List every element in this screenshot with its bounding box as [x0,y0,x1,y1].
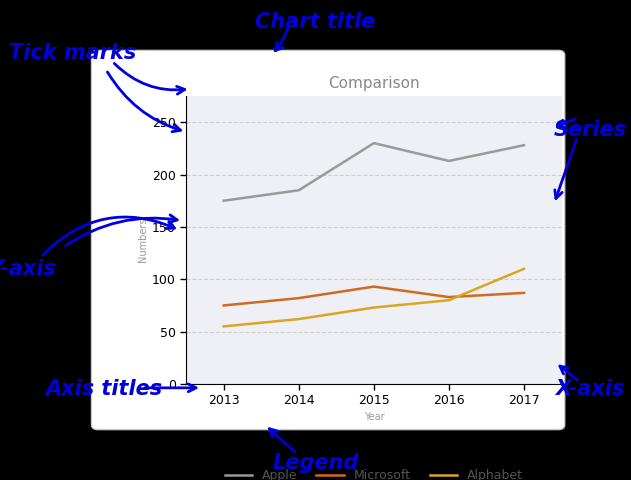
Alphabet [445,297,452,303]
Text: Y-axis: Y-axis [0,259,56,279]
Microsoft [370,284,377,289]
Apple [370,140,377,146]
Legend: Apple, Microsoft, Alphabet: Apple, Microsoft, Alphabet [220,464,528,480]
Microsoft [295,295,302,301]
Text: Legend: Legend [273,453,358,473]
Microsoft [445,294,452,300]
Y-axis label: Numbers: Numbers [138,218,148,262]
Alphabet [295,316,302,322]
Line: Apple: Apple [223,143,524,201]
Alphabet [370,305,377,311]
Microsoft [520,290,528,296]
Text: Axis titles: Axis titles [45,379,163,399]
Apple [295,187,302,193]
Alphabet [520,266,528,272]
Title: Comparison: Comparison [328,76,420,91]
Line: Alphabet: Alphabet [223,269,524,326]
Apple [220,198,227,204]
Apple [520,143,528,148]
Line: Microsoft: Microsoft [223,287,524,305]
Text: Series: Series [553,120,627,140]
Text: X-axis: X-axis [555,379,625,399]
Apple [445,158,452,164]
Alphabet [220,324,227,329]
X-axis label: Year: Year [363,411,384,421]
Text: Tick marks: Tick marks [9,43,136,63]
Microsoft [220,302,227,308]
Text: Chart title: Chart title [256,12,375,32]
